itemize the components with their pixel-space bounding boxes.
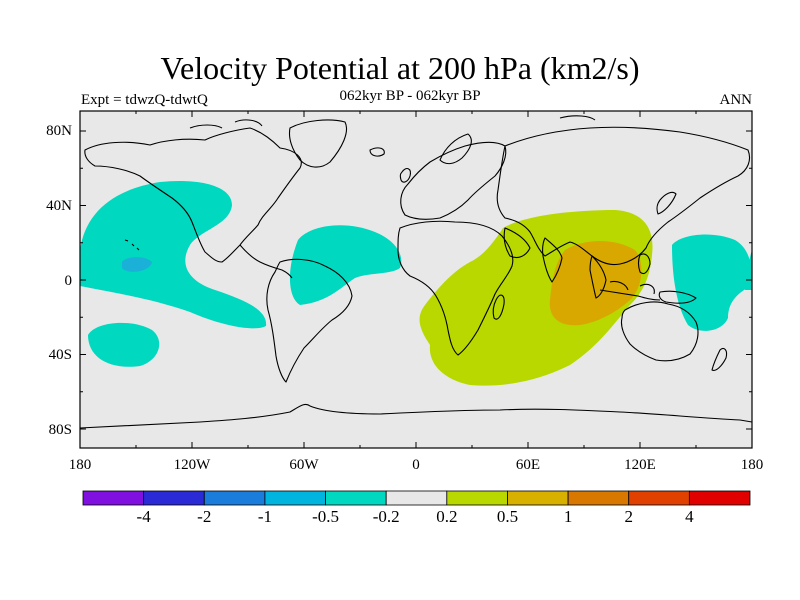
coast-uk <box>399 167 411 183</box>
coast-central-america <box>239 244 293 279</box>
contour-positive-core-maritime <box>549 241 642 326</box>
coast-japan <box>656 191 677 215</box>
colorbar-label: -0.2 <box>372 507 400 526</box>
coast-arabia <box>503 227 531 259</box>
coast-iceland <box>369 147 385 157</box>
coast-north-america <box>84 127 302 263</box>
colorbar-label: -2 <box>197 507 212 526</box>
coast-south-america <box>266 258 353 383</box>
season-label: ANN <box>719 92 753 108</box>
coast-madagascar <box>492 294 505 320</box>
coast-scandinavia <box>439 133 472 165</box>
colorbar-label: 0.5 <box>496 507 519 526</box>
lon-label-60e: 60E <box>515 457 541 473</box>
experiment-label: Expt = tdwzQ-tdwtQ <box>81 92 208 108</box>
coast-africa <box>397 220 514 356</box>
chart-subtitle: 062kyr BP - 062kyr BP <box>339 88 481 104</box>
coast-india <box>542 237 563 283</box>
lon-label-60w: 60W <box>289 457 319 473</box>
colorbar-label: 1 <box>563 507 573 526</box>
coast-australia <box>620 301 699 362</box>
coast-asia <box>496 126 751 266</box>
colorbar-label: 0.2 <box>436 507 458 526</box>
coast-arctic-islands <box>189 115 596 129</box>
lat-label-40s: 40S <box>48 347 72 363</box>
coastlines <box>80 115 752 429</box>
coast-new-guinea <box>658 290 697 304</box>
lon-label-180e: 180 <box>740 457 764 473</box>
coast-philippines <box>637 253 651 275</box>
coast-new-zealand <box>711 347 728 371</box>
chart-title: Velocity Potential at 200 hPa (km2/s) <box>160 50 640 86</box>
lon-label-0: 0 <box>412 457 420 473</box>
contour-negative-south-pacific <box>88 322 160 367</box>
lat-label-80s: 80S <box>48 422 72 438</box>
lon-label-120w: 120W <box>173 457 211 473</box>
lat-label-40n: 40N <box>46 198 72 214</box>
contour-negative-north-pacific <box>80 180 267 329</box>
map-ticks <box>79 111 753 448</box>
colorbar-label: -4 <box>136 507 151 526</box>
coast-greenland <box>288 119 348 168</box>
lon-label-180w: 180 <box>68 457 92 473</box>
lon-label-120e: 120E <box>624 457 656 473</box>
coast-indonesia <box>599 280 661 301</box>
contour-negative-atlantic <box>289 225 402 305</box>
coast-indochina <box>589 255 607 299</box>
contour-negative-west-pacific <box>672 234 752 331</box>
colorbar-label: -1 <box>257 507 272 526</box>
coast-antarctica <box>80 403 752 429</box>
colorbar-label: 4 <box>685 507 694 526</box>
colorbar-label: -0.5 <box>312 507 339 526</box>
contour-negative-core-pacific <box>122 257 152 272</box>
coast-hawaii <box>124 239 140 251</box>
lat-label-eq: 0 <box>64 273 73 289</box>
lat-label-80n: 80N <box>46 123 72 139</box>
colorbar-label: 2 <box>624 507 633 526</box>
